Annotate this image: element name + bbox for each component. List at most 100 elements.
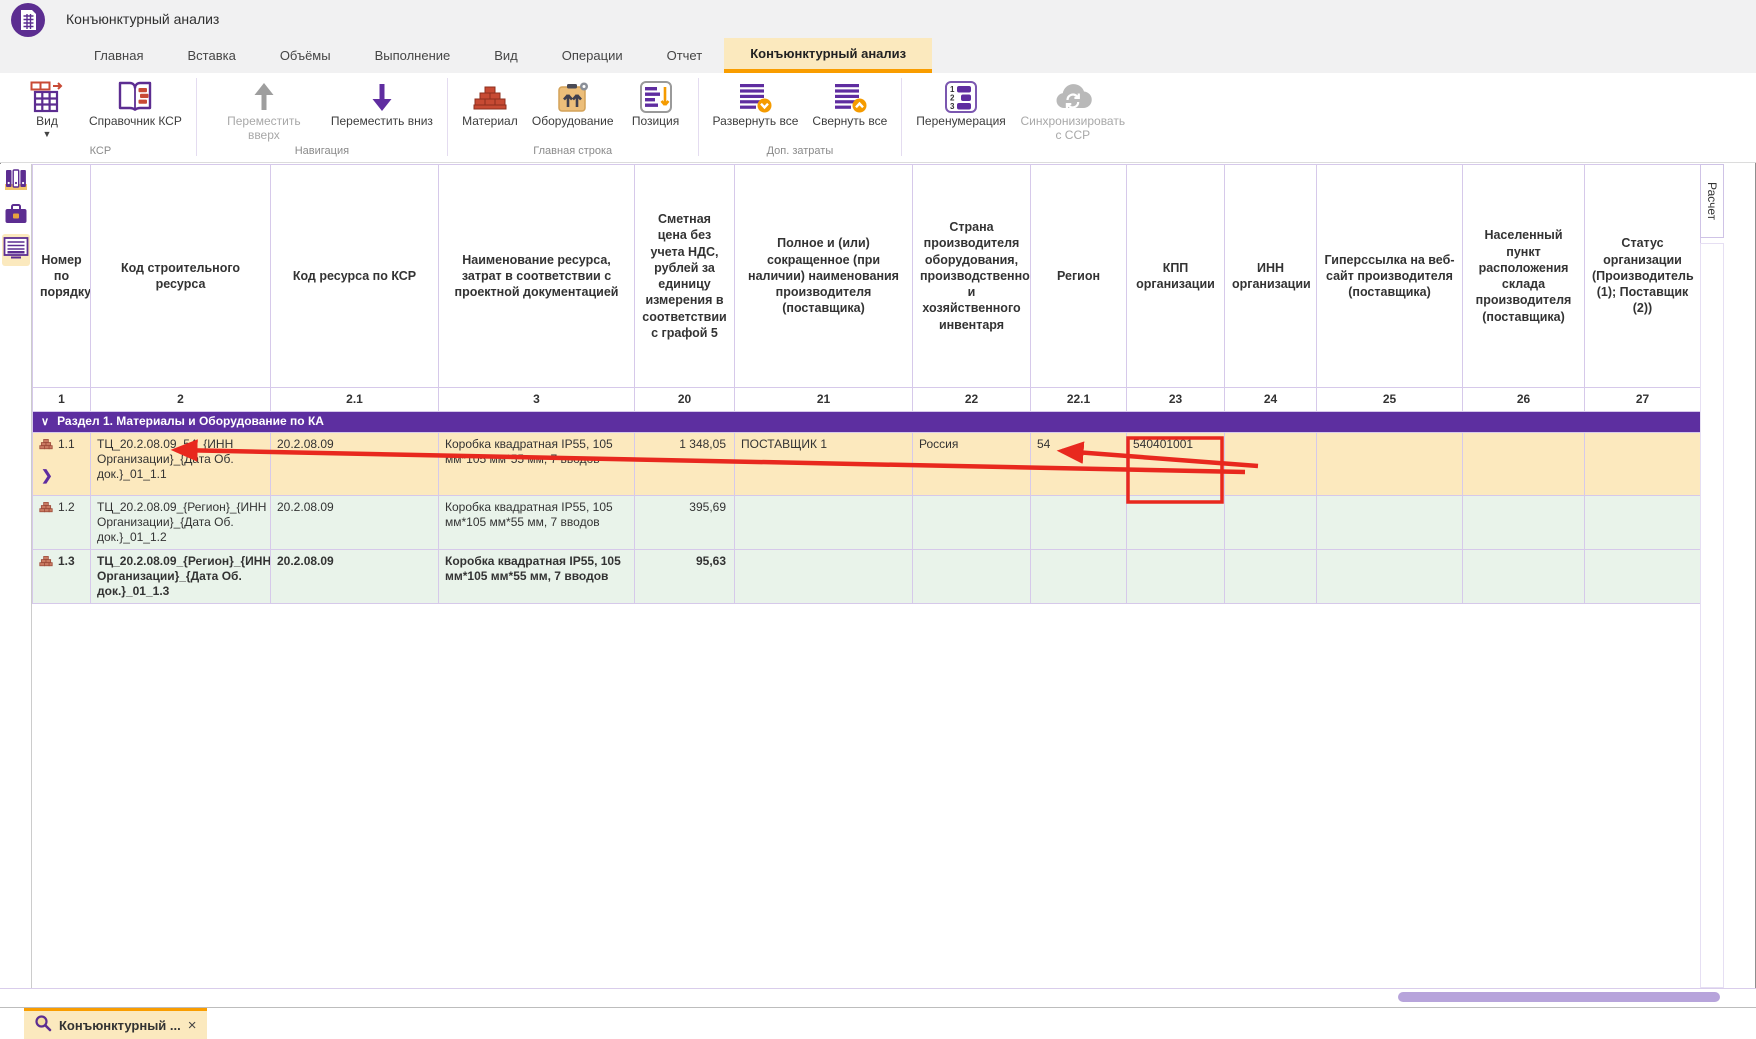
ribbon-button-синхронизировать-с-сср[interactable]: Синхронизировать с ССР xyxy=(1013,78,1133,143)
cell-region[interactable]: 54 xyxy=(1030,431,1127,496)
cell-kpp[interactable]: 540401001 xyxy=(1126,431,1225,496)
cell-name[interactable]: Коробка квадратная IP55, 105 мм*105 мм*5… xyxy=(438,548,635,604)
column-number-kpp: 23 xyxy=(1126,387,1225,412)
cell-website[interactable] xyxy=(1316,548,1463,604)
cell-name[interactable]: Коробка квадратная IP55, 105 мм*105 мм*5… xyxy=(438,494,635,550)
cell-price[interactable]: 95,63 xyxy=(634,548,735,604)
ribbon-button-label: Вид xyxy=(36,114,58,128)
move-up-icon xyxy=(247,78,281,115)
column-number-num: 1 xyxy=(32,387,91,412)
ribbon-button-переместить-вверх[interactable]: Переместить вверх xyxy=(204,78,324,143)
document-tab-active[interactable]: Конъюнктурный ... × xyxy=(24,1008,207,1039)
cell-ksr_code[interactable]: 20.2.08.09 xyxy=(270,431,439,496)
cell-kpp[interactable] xyxy=(1126,548,1225,604)
menu-tab-конъюнктурный-анализ[interactable]: Конъюнктурный анализ xyxy=(724,38,933,73)
cell-status[interactable] xyxy=(1584,548,1701,604)
cell-warehouse[interactable] xyxy=(1462,431,1585,496)
column-number-region: 22.1 xyxy=(1030,387,1127,412)
ribbon-button-label: Позиция xyxy=(631,114,680,128)
column-number-price: 20 xyxy=(634,387,735,412)
close-icon[interactable]: × xyxy=(187,1016,197,1034)
ribbon-button-развернуть-все[interactable]: Развернуть все xyxy=(706,78,806,129)
document-tab-bar: Конъюнктурный ... × xyxy=(0,1007,1756,1039)
vertical-scrollbar-track[interactable] xyxy=(1700,243,1724,988)
expand-row-icon[interactable]: ❯ xyxy=(41,466,53,483)
ribbon-group-divider xyxy=(446,78,448,156)
page-title: Конъюнктурный анализ xyxy=(66,11,220,27)
cell-inn[interactable] xyxy=(1224,548,1317,604)
section-row[interactable]: ∨ Раздел 1. Материалы и Оборудование по К… xyxy=(32,411,1701,433)
menu-tab-главная[interactable]: Главная xyxy=(94,48,144,63)
cell-region[interactable] xyxy=(1030,494,1127,550)
horizontal-scrollbar-track[interactable] xyxy=(0,988,1756,1007)
ribbon-button-материал[interactable]: Материал xyxy=(455,78,525,129)
cell-code[interactable]: ТЦ_20.2.08.09_{Регион}_{ИНН Организации}… xyxy=(90,494,271,550)
sidebar-item-2[interactable] xyxy=(1,234,30,266)
cell-supplier[interactable]: ПОСТАВЩИК 1 xyxy=(734,431,913,496)
cell-country[interactable] xyxy=(912,548,1031,604)
cell-warehouse[interactable] xyxy=(1462,494,1585,550)
sidebar-item-0[interactable] xyxy=(2,166,30,198)
svg-text:2: 2 xyxy=(950,93,955,102)
cell-num[interactable]: 1.3 xyxy=(32,548,91,604)
cell-status[interactable] xyxy=(1584,494,1701,550)
ribbon-group-главная-строка: Материал Оборудование Позиция Главная строк… xyxy=(455,73,691,162)
ribbon-button-свернуть-все[interactable]: Свернуть все xyxy=(805,78,894,129)
ribbon-group-label: Главная строка xyxy=(533,145,613,157)
column-header-region: Регион xyxy=(1030,164,1127,388)
column-header-supplier: Полное и (или) сокращенное (при наличии)… xyxy=(734,164,913,388)
cell-supplier[interactable] xyxy=(734,494,913,550)
cell-num[interactable]: 1.2 xyxy=(32,494,91,550)
column-number-code: 2 xyxy=(90,387,271,412)
cell-status[interactable] xyxy=(1584,431,1701,496)
menu-tab-выполнение[interactable]: Выполнение xyxy=(374,48,451,63)
cell-region[interactable] xyxy=(1030,548,1127,604)
equipment-icon xyxy=(555,78,591,115)
chevron-down-icon[interactable]: ∨ xyxy=(41,416,50,428)
menu-tab-вставка[interactable]: Вставка xyxy=(187,48,236,63)
menu-tab-операции[interactable]: Операции xyxy=(561,48,623,63)
cell-country[interactable]: Россия xyxy=(912,431,1031,496)
cell-inn[interactable] xyxy=(1224,494,1317,550)
menu-tab-объёмы[interactable]: Объёмы xyxy=(279,48,331,63)
cell-code[interactable]: ТЦ_20.2.08.09_{Регион}_{ИНН Организации}… xyxy=(90,548,271,604)
view-table-icon xyxy=(30,78,64,115)
menu-tab-отчет[interactable]: Отчет xyxy=(666,48,703,63)
cell-website[interactable] xyxy=(1316,431,1463,496)
sidebar-item-1[interactable] xyxy=(2,200,30,232)
ribbon-button-вид[interactable]: Вид ▼ xyxy=(12,78,82,139)
cell-ksr_code[interactable]: 20.2.08.09 xyxy=(270,548,439,604)
bricks-icon xyxy=(472,78,508,115)
material-row-icon xyxy=(39,501,53,514)
cell-ksr_code[interactable]: 20.2.08.09 xyxy=(270,494,439,550)
ribbon-button-справочник-кср[interactable]: Справочник КСР xyxy=(82,78,189,129)
app-logo-icon xyxy=(10,2,46,38)
ribbon-button-перенумерация[interactable]: 1 2 3 Перенумерация xyxy=(909,78,1012,129)
cell-num[interactable]: 1.1 ❯ xyxy=(32,431,91,496)
horizontal-scrollbar-thumb[interactable] xyxy=(1398,992,1720,1002)
position-icon xyxy=(639,78,673,115)
cell-price[interactable]: 395,69 xyxy=(634,494,735,550)
cell-kpp[interactable] xyxy=(1126,494,1225,550)
tab-calculation[interactable]: Расчет xyxy=(1700,164,1724,238)
cell-inn[interactable] xyxy=(1224,431,1317,496)
ribbon-button-label: Переместить вниз xyxy=(330,114,433,128)
ribbon-button-оборудование[interactable]: Оборудование xyxy=(525,78,621,129)
material-row-icon xyxy=(39,438,53,451)
cell-name[interactable]: Коробка квадратная IP55, 105 мм*105 мм*5… xyxy=(438,431,635,496)
cell-code[interactable]: ТЦ_20.2.08.09_54_{ИНН Организации}_{Дата… xyxy=(90,431,271,496)
ribbon-button-label: Синхронизировать с ССР xyxy=(1020,114,1126,142)
menu-tab-вид[interactable]: Вид xyxy=(494,48,518,63)
ribbon-button-переместить-вниз[interactable]: Переместить вниз xyxy=(324,78,440,129)
cell-country[interactable] xyxy=(912,494,1031,550)
column-header-status: Статус организации (Производитель (1); П… xyxy=(1584,164,1701,388)
cell-website[interactable] xyxy=(1316,494,1463,550)
menu-tab-bar: Главная Вставка Объёмы Выполнение Вид Операци… xyxy=(0,38,1756,73)
cell-price[interactable]: 1 348,05 xyxy=(634,431,735,496)
cell-supplier[interactable] xyxy=(734,548,913,604)
ribbon-button-позиция[interactable]: Позиция xyxy=(621,78,691,129)
cell-warehouse[interactable] xyxy=(1462,548,1585,604)
left-sidebar xyxy=(0,164,32,988)
row-number: 1.1 xyxy=(58,436,75,451)
